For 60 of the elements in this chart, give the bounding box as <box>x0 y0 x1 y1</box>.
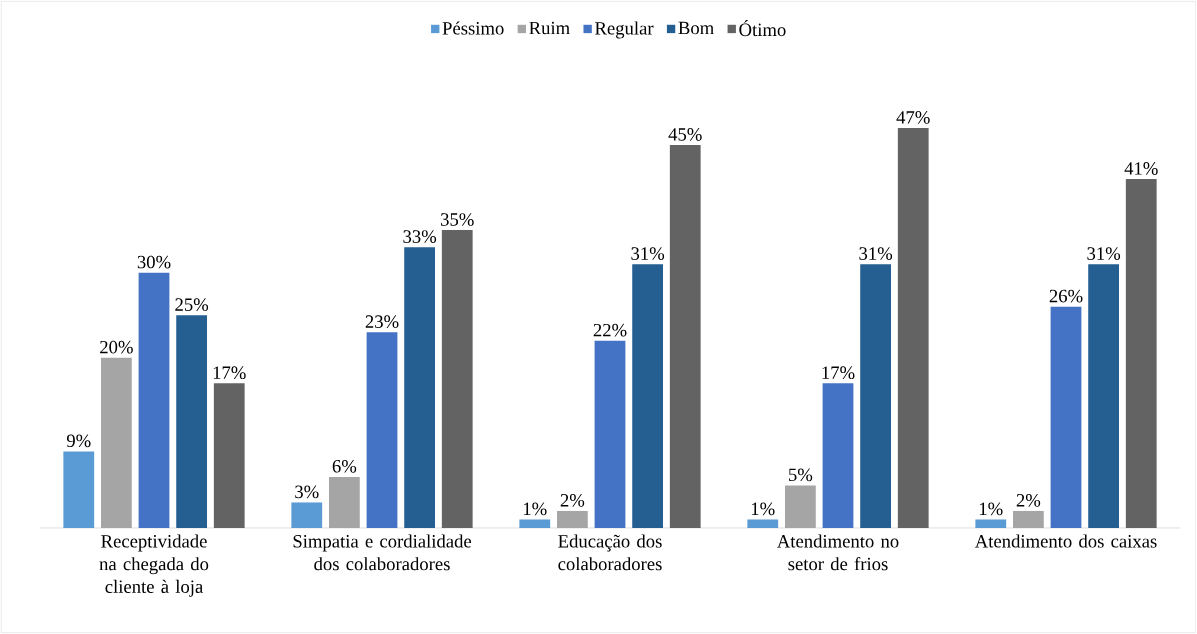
data-label: 9% <box>66 434 91 448</box>
bar <box>669 145 701 528</box>
data-label: 25% <box>175 298 209 311</box>
bar <box>63 451 95 528</box>
bar <box>101 357 132 528</box>
x-tick-label: Atendimento no setor de frios <box>777 534 899 571</box>
bar <box>897 127 929 528</box>
data-label: 2% <box>1016 494 1041 507</box>
bar <box>594 340 626 528</box>
legend-label: Regular <box>595 21 654 39</box>
legend-label: Ótimo <box>739 19 786 37</box>
data-label: 1% <box>751 502 775 516</box>
data-label: 22% <box>593 323 627 337</box>
data-label: 5% <box>789 468 813 482</box>
data-label: 31% <box>631 247 665 260</box>
bar <box>632 264 664 528</box>
bar <box>366 332 398 528</box>
bar <box>860 264 892 528</box>
bar <box>329 476 360 528</box>
data-label: 47% <box>896 111 930 124</box>
bar <box>822 383 854 528</box>
bar <box>138 272 170 528</box>
bar <box>441 230 473 528</box>
bar <box>176 315 208 528</box>
bar <box>404 247 436 528</box>
data-label: 2% <box>560 494 585 507</box>
legend-label: Ruim <box>529 21 570 35</box>
bar <box>1050 306 1082 528</box>
bar <box>213 383 245 528</box>
bar <box>519 519 551 528</box>
data-label: 17% <box>822 366 855 380</box>
data-label: 17% <box>213 366 246 380</box>
bar <box>975 519 1007 528</box>
bar <box>291 502 323 528</box>
data-label: 33% <box>403 230 437 243</box>
x-tick-label: Educação dos colaboradores <box>558 534 662 571</box>
bar <box>1125 179 1157 528</box>
bar <box>747 519 779 528</box>
data-label: 30% <box>137 255 171 269</box>
data-label: 31% <box>1087 247 1121 260</box>
data-label: 6% <box>332 459 357 473</box>
data-label: 31% <box>859 247 893 260</box>
data-label: 1% <box>523 502 547 516</box>
data-label: 20% <box>100 340 133 354</box>
bar <box>1012 510 1044 528</box>
x-tick-label: Receptividade na chegada do cliente à loja <box>99 534 209 597</box>
data-label: 41% <box>1124 162 1158 175</box>
bar <box>556 510 588 528</box>
data-label: 1% <box>979 502 1003 516</box>
x-tick-label: Simpatia e cordialidade dos colaboradores <box>293 534 472 571</box>
x-tick-label: Atendimento dos caixas <box>974 534 1157 548</box>
data-label: 26% <box>1049 289 1083 303</box>
data-label: 35% <box>441 213 474 226</box>
data-label: 23% <box>365 315 399 328</box>
data-label: 45% <box>668 128 702 141</box>
bar <box>1088 264 1120 528</box>
bar <box>784 485 816 528</box>
legend-label: Bom <box>678 21 714 35</box>
data-label: 3% <box>295 485 319 499</box>
legend-label: Péssimo <box>442 21 504 35</box>
